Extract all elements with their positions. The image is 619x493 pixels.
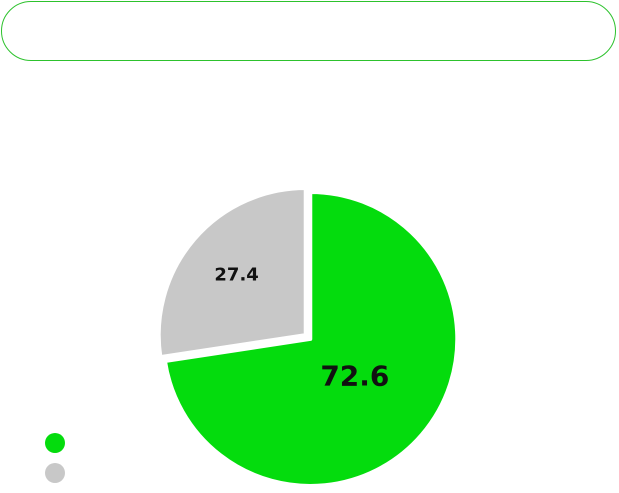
chart-legend [45,433,73,493]
pie-slice-label-1: 27.4 [214,265,258,286]
pie-slice-0 [162,189,460,484]
legend-swatch-1 [45,463,65,483]
pie-slice-1 [156,186,308,360]
legend-item-0 [45,433,73,453]
pie-slice-label-0: 72.6 [320,359,389,392]
legend-item-1 [45,463,73,483]
legend-swatch-0 [45,433,65,453]
chart-title-box [1,1,616,61]
